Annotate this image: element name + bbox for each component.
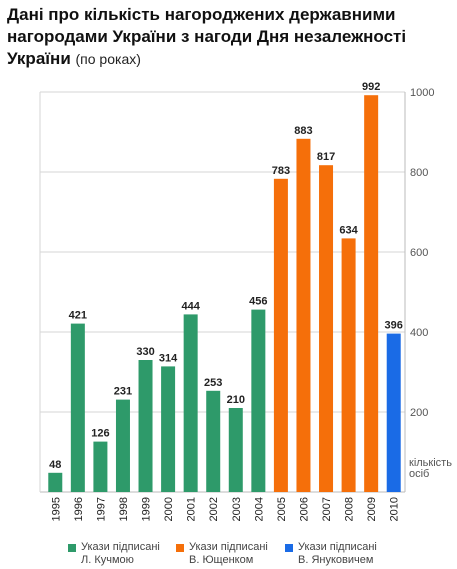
x-tick-labels: 1995 1996 1997 1998 1999 2000 2001 2002 2003 2004… (50, 497, 400, 521)
bar-1997 (93, 442, 107, 492)
bar-2003 (229, 408, 243, 492)
bar-1998 (116, 400, 130, 492)
x-tick-2001: 2001 (186, 497, 198, 521)
bar-1996 (71, 324, 85, 492)
x-tick-2006: 2006 (298, 497, 310, 521)
x-tick-1997: 1997 (95, 497, 107, 521)
legend-swatch (176, 544, 184, 552)
bar-2008 (342, 238, 356, 492)
x-tick-2009: 2009 (366, 497, 378, 521)
x-tick-1995: 1995 (50, 497, 62, 521)
legend-label: Укази підписані Л. Кучмою (68, 541, 160, 567)
data-label-2001: 444 (181, 300, 200, 312)
bar-2007 (319, 165, 333, 492)
x-tick-2008: 2008 (344, 497, 356, 521)
bar-2004 (251, 310, 265, 492)
x-tick-2003: 2003 (231, 497, 243, 521)
bar-2002 (206, 391, 220, 492)
y-tick-600: 600 (410, 247, 428, 259)
y-tick-800: 800 (410, 167, 428, 179)
legend-item-3: Укази підписані В. Януковичем (285, 541, 377, 567)
legend: Укази підписані Л. Кучмою Укази підписані… (0, 541, 457, 569)
bar-1995 (48, 473, 62, 492)
legend-label: Укази підписані В. Ющенком (176, 541, 268, 567)
y-tick-200: 200 (410, 407, 428, 419)
data-label-1999: 330 (136, 346, 154, 358)
data-label-2010: 396 (385, 320, 403, 332)
x-tick-1998: 1998 (118, 497, 130, 521)
x-tick-2010: 2010 (389, 497, 401, 521)
legend-label: Укази підписані В. Януковичем (285, 541, 377, 567)
x-tick-2005: 2005 (276, 497, 288, 521)
y-tick-400: 400 (410, 327, 428, 339)
bar-2000 (161, 366, 175, 492)
bar-1999 (139, 360, 153, 492)
bar-2001 (184, 314, 198, 492)
legend-swatch (285, 544, 293, 552)
x-tick-2004: 2004 (253, 497, 265, 521)
data-label-2006: 883 (294, 125, 312, 137)
bar-2006 (296, 139, 310, 492)
data-label-2009: 992 (362, 81, 380, 93)
data-label-1995: 48 (49, 459, 61, 471)
legend-item-1: Укази підписані Л. Кучмою (68, 541, 160, 567)
x-tick-2002: 2002 (208, 497, 220, 521)
y-tick-1000: 1000 (410, 87, 434, 99)
data-label-1997: 126 (91, 428, 109, 440)
legend-item-2: Укази підписані В. Ющенком (176, 541, 268, 567)
data-label-2005: 783 (272, 165, 290, 177)
bar-2009 (364, 95, 378, 492)
data-label-2003: 210 (227, 394, 245, 406)
y-axis-label: кількість осіб (409, 457, 452, 480)
data-label-2007: 817 (317, 151, 335, 163)
y-tick-labels: 200 400 600 800 1000 (410, 87, 434, 419)
data-label-2004: 456 (249, 296, 267, 308)
bar-chart: 48 421 126 231 330 314 444 253 210 456 783 883 817 63… (0, 0, 457, 540)
legend-swatch (68, 544, 76, 552)
data-label-1998: 231 (114, 386, 132, 398)
x-tick-1999: 1999 (141, 497, 153, 521)
bar-2010 (387, 334, 401, 492)
data-label-1996: 421 (69, 310, 87, 322)
x-tick-1996: 1996 (73, 497, 85, 521)
data-label-2000: 314 (159, 352, 178, 364)
data-label-2008: 634 (339, 224, 358, 236)
bar-2005 (274, 179, 288, 492)
data-label-2002: 253 (204, 377, 222, 389)
x-tick-2000: 2000 (163, 497, 175, 521)
x-tick-2007: 2007 (321, 497, 333, 521)
